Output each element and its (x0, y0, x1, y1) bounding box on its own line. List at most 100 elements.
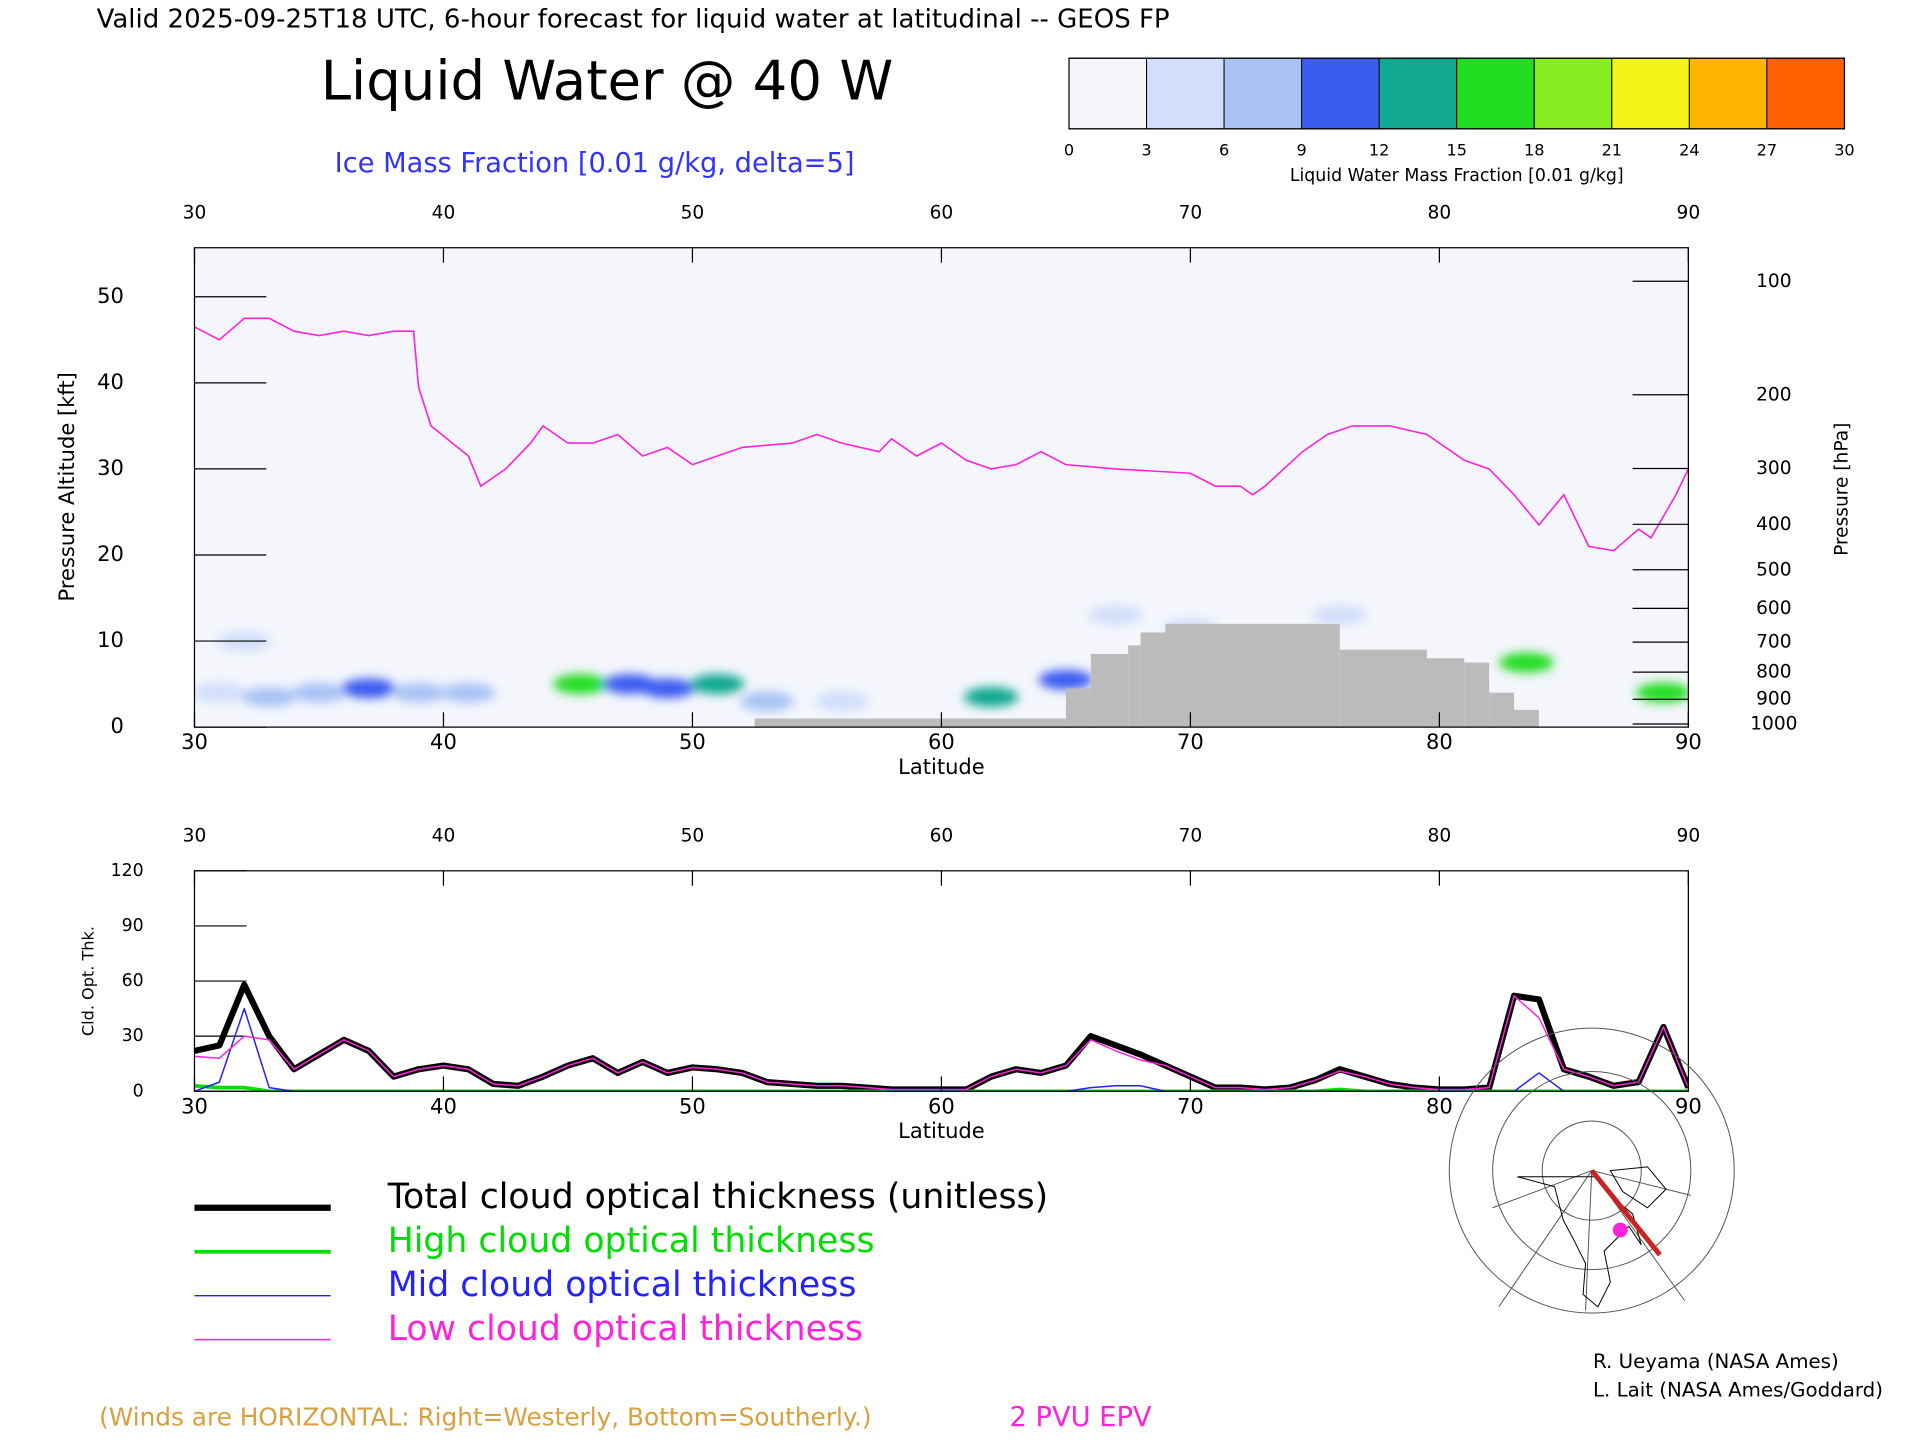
colorbar-bin (1611, 57, 1690, 130)
colorbar-bin (1766, 57, 1845, 130)
colorbar-bin (1533, 57, 1613, 130)
liquid-water-cell (553, 674, 608, 694)
y-tick-label: 90 (122, 916, 144, 936)
terrain (1514, 709, 1539, 728)
colorbar-bin (1456, 57, 1535, 130)
x-tick-label: 50 (679, 1093, 706, 1118)
x-tick-label: 90 (1675, 1093, 1702, 1118)
section-point (1612, 1222, 1628, 1238)
x-tick-label-top: 70 (1179, 826, 1203, 847)
x-tick-label: 60 (928, 1093, 955, 1118)
x-tick-label: 60 (928, 729, 955, 754)
y-tick-label: 30 (122, 1026, 144, 1046)
x-tick-label-top: 80 (1428, 203, 1452, 224)
y2-tick-label: 600 (1756, 598, 1791, 619)
header-title: Valid 2025-09-25T18 UTC, 6-hour forecast… (97, 4, 1170, 34)
subtitle: Ice Mass Fraction [0.01 g/kg, delta=5] (335, 148, 855, 179)
y-tick-label: 120 (111, 861, 144, 881)
colorbar-tick-label: 0 (1064, 141, 1074, 160)
colorbar-tick-label: 21 (1602, 141, 1622, 160)
plot-area (194, 317, 1689, 728)
colorbar-bin (1378, 57, 1458, 130)
colorbar: 0 3 6 9 12 15 18 21 24 27 30 Liquid Water Mass Frac… (1064, 57, 1855, 186)
y2-tick-label: 800 (1756, 662, 1791, 683)
terrain (1426, 658, 1465, 728)
liquid-water-cell (291, 682, 347, 703)
colorbar-tick-label: 9 (1297, 141, 1307, 160)
x-tick-label-top: 40 (432, 203, 456, 224)
liquid-water-cell (814, 691, 870, 712)
terrain (1140, 632, 1166, 728)
chart-title: Liquid Water @ 40 W (321, 48, 894, 112)
y-tick-label: 30 (97, 455, 124, 480)
legend: Total cloud optical thickness (unitless)… (194, 1177, 1048, 1349)
y2-tick-label: 200 (1756, 384, 1791, 405)
x-tick-label: 30 (181, 1093, 208, 1118)
map-frame (1492, 1160, 1691, 1312)
x-tick-label: 40 (430, 1093, 457, 1118)
terrain (1464, 662, 1490, 728)
colorbar-tick-label: 24 (1679, 141, 1699, 160)
y-tick-label: 0 (133, 1081, 144, 1101)
x-tick-label-top: 50 (681, 826, 705, 847)
x-tick-label-top: 60 (930, 203, 954, 224)
liquid-water-cell (640, 678, 695, 699)
credit: R. Ueyama (NASA Ames) (1593, 1350, 1839, 1373)
x-tick-label: 50 (679, 729, 706, 754)
epv-line (194, 317, 1689, 552)
x-tick-label-top: 70 (1179, 203, 1203, 224)
series-line (194, 981, 1689, 1092)
y-tick-label: 20 (97, 541, 124, 566)
colorbar-bin (1688, 57, 1768, 130)
terrain (754, 718, 1066, 728)
liquid-water (194, 605, 1689, 712)
x-tick-label-top: 90 (1677, 203, 1701, 224)
y2-tick-label: 300 (1756, 458, 1791, 479)
series-line (194, 995, 1689, 1091)
x-axis-label: Latitude (898, 1118, 985, 1143)
x-tick-label-top: 30 (183, 826, 207, 847)
liquid-water-cell (963, 687, 1019, 707)
liquid-water-cell (690, 674, 745, 694)
x-tick-label-top: 40 (432, 826, 456, 847)
y2-tick-label: 900 (1756, 689, 1791, 710)
liquid-water-cell (1636, 682, 1689, 703)
terrain (1165, 623, 1340, 728)
plot-background (194, 247, 1689, 728)
y2-tick-label: 1000 (1750, 713, 1797, 734)
x-tick-label: 80 (1426, 729, 1453, 754)
x-tick-label: 80 (1426, 1093, 1453, 1118)
y-tick-label: 0 (110, 713, 123, 738)
y2-axis-label: Pressure [hPa] (1831, 423, 1852, 556)
x-tick-label: 70 (1177, 729, 1204, 754)
plot-area (194, 981, 1689, 1092)
x-tick-label-top: 80 (1428, 826, 1452, 847)
colorbar-bin (1301, 57, 1380, 130)
liquid-water-cell (1038, 669, 1094, 690)
y-tick-label: 10 (97, 627, 124, 652)
liquid-water-cell (241, 687, 297, 707)
x-tick-label-top: 60 (930, 826, 954, 847)
terrain (1090, 653, 1129, 728)
y2-tick-label: 700 (1756, 632, 1791, 653)
locator-map (1448, 1027, 1735, 1314)
x-tick-label: 90 (1675, 729, 1702, 754)
x-tick-label-top: 30 (183, 203, 207, 224)
legend-label: High cloud optical thickness (388, 1221, 875, 1261)
colorbar-frame (1068, 57, 1846, 130)
cross-section-panel: 0 10 20 30 40 50 100 200 300 400 500 600 700 800 900 10… (54, 203, 1852, 779)
liquid-water-cell (441, 682, 496, 703)
colorbar-tick-label: 15 (1446, 141, 1466, 160)
y-tick-label: 60 (122, 971, 144, 991)
plot-frame (193, 870, 1689, 1092)
colorbar-tick-label: 3 (1141, 141, 1151, 160)
terrain (1339, 649, 1427, 728)
x-tick-label: 40 (430, 729, 457, 754)
colorbar-bin (1146, 57, 1225, 130)
colorbar-bin (1068, 57, 1148, 130)
colorbar-label: Liquid Water Mass Fraction [0.01 g/kg] (1290, 166, 1624, 186)
terrain (1065, 688, 1091, 728)
terrain (1128, 645, 1141, 728)
colorbar-tick-label: 18 (1524, 141, 1544, 160)
